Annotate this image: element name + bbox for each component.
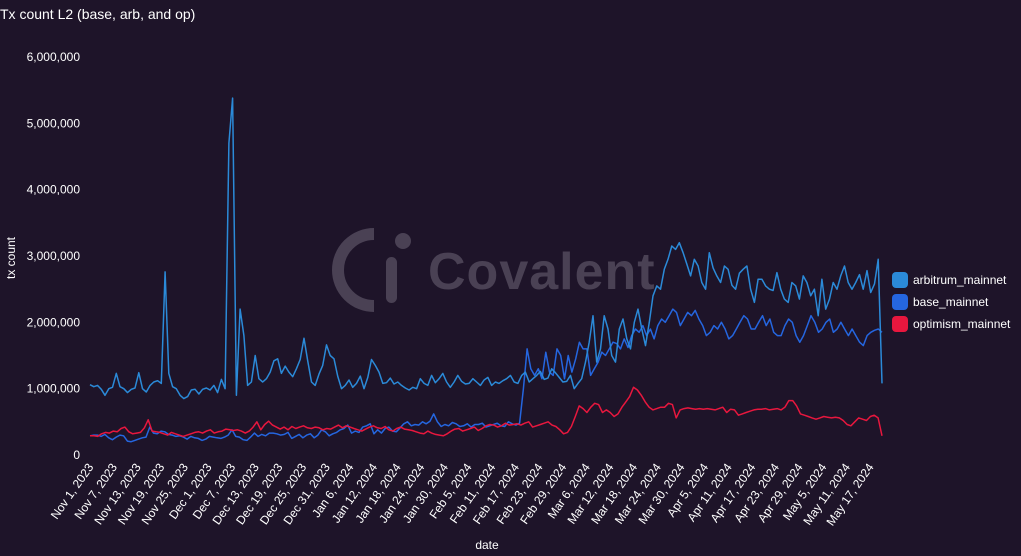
- covalent-logo-dot-top: [395, 233, 411, 249]
- legend-item-arbitrum_mainnet[interactable]: arbitrum_mainnet: [892, 272, 1007, 288]
- legend-swatch: [892, 316, 908, 332]
- y-tick-label: 5,000,000: [27, 116, 81, 130]
- watermark-text: Covalent: [428, 243, 656, 301]
- covalent-logo-bar: [386, 257, 397, 303]
- covalent-logo-arc: [332, 228, 375, 312]
- legend-item-base_mainnet[interactable]: base_mainnet: [892, 294, 989, 310]
- covalent-watermark: Covalent: [332, 228, 656, 312]
- legend[interactable]: arbitrum_mainnet base_mainnet optimism_mai…: [892, 272, 1011, 332]
- x-axis-label: date: [475, 538, 499, 552]
- y-tick-label: 1,000,000: [27, 382, 81, 396]
- y-tick-label: 2,000,000: [27, 315, 81, 329]
- series-line-optimism_mainnet: [90, 386, 883, 438]
- legend-item-optimism_mainnet[interactable]: optimism_mainnet: [892, 316, 1011, 332]
- legend-label: arbitrum_mainnet: [913, 273, 1007, 287]
- legend-swatch: [892, 294, 908, 310]
- legend-label: base_mainnet: [913, 295, 989, 309]
- legend-swatch: [892, 272, 908, 288]
- y-tick-label: 3,000,000: [27, 249, 81, 263]
- y-tick-label: 6,000,000: [27, 50, 81, 64]
- series-lines: [89, 97, 883, 443]
- series-line-arbitrum_mainnet: [89, 97, 883, 400]
- y-tick-label: 0: [73, 448, 80, 462]
- chart-title: Tx count L2 (base, arb, and op): [0, 6, 195, 22]
- y-tick-label: 4,000,000: [27, 183, 81, 197]
- y-axis-label: tx count: [4, 236, 18, 279]
- y-axis: 0 1,000,000 2,000,000 3,000,000 4,000,000 5,0…: [27, 50, 81, 462]
- series-line-base_mainnet: [89, 308, 883, 443]
- legend-label: optimism_mainnet: [913, 317, 1011, 331]
